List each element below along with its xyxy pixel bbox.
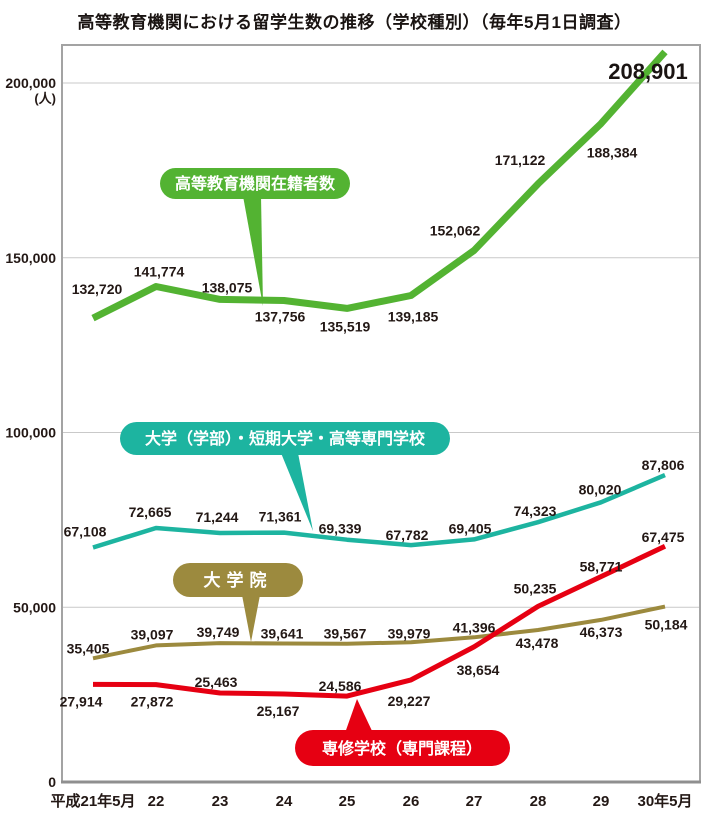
x-tick-label: 22 xyxy=(148,793,165,810)
undergrad-value-label: 87,806 xyxy=(642,457,685,473)
total-callout-label: 高等教育機関在籍者数 xyxy=(175,174,336,193)
grad-value-label: 50,184 xyxy=(645,617,688,633)
vocational-value-label: 50,235 xyxy=(514,580,557,596)
undergrad-callout-tail xyxy=(281,453,313,531)
total-value-label: 137,756 xyxy=(255,309,306,325)
vocational-callout-pill xyxy=(295,730,510,766)
x-axis-labels: 平成21年5月 22 23 24 25 26 27 28 29 30年5月 xyxy=(50,792,692,810)
undergrad-value-label: 72,665 xyxy=(129,504,172,520)
grad-value-label: 39,567 xyxy=(324,626,367,642)
x-tick-label: 24 xyxy=(276,793,293,810)
undergrad-callout-label: 大学（学部）・短期大学・高等専門学校 xyxy=(145,429,426,448)
y-tick-label: 50,000 xyxy=(13,599,56,615)
grad-series-line xyxy=(92,604,666,661)
x-tick-label: 23 xyxy=(212,793,229,810)
total-value-label: 208,901 xyxy=(608,59,688,84)
x-tick-label: 25 xyxy=(339,793,356,810)
x-tick-label: 26 xyxy=(403,793,420,810)
x-tick-label: 27 xyxy=(466,793,483,810)
y-tick-label: 0 xyxy=(48,774,56,790)
grad-callout-label: 大学院 xyxy=(204,570,273,590)
vocational-data-labels: 27,914 27,872 25,463 25,167 24,586 29,227 38,6… xyxy=(60,529,685,719)
undergrad-value-label: 80,020 xyxy=(579,481,622,497)
vocational-value-label: 67,475 xyxy=(642,529,685,545)
vocational-value-label: 38,654 xyxy=(457,662,500,678)
grad-value-label: 39,749 xyxy=(197,624,240,640)
undergrad-data-labels: 67,108 72,665 71,244 71,361 69,339 67,782 69,4… xyxy=(64,457,685,543)
x-tick-label: 平成21年5月 xyxy=(50,792,135,810)
total-value-label: 171,122 xyxy=(495,152,546,168)
undergrad-value-label: 74,323 xyxy=(514,503,557,519)
y-tick-label: 100,000 xyxy=(5,425,56,441)
x-tick-label: 29 xyxy=(593,793,610,810)
grad-value-label: 39,641 xyxy=(261,626,304,642)
vocational-value-label: 27,872 xyxy=(131,694,174,710)
undergrad-value-label: 67,108 xyxy=(64,524,107,540)
total-value-label: 138,075 xyxy=(202,279,253,295)
total-callout-pill xyxy=(160,168,350,199)
x-tick-label: 28 xyxy=(530,793,547,810)
y-tick-label: 200,000 xyxy=(5,75,56,91)
grad-callout-tail xyxy=(242,595,260,642)
grad-data-labels: 35,405 39,097 39,749 39,641 39,567 39,979 41,3… xyxy=(67,617,688,657)
grad-value-label: 35,405 xyxy=(67,640,110,656)
total-value-label: 135,519 xyxy=(320,318,371,334)
vocational-callout-tail xyxy=(345,699,373,733)
total-value-label: 152,062 xyxy=(430,223,481,239)
vocational-value-label: 27,914 xyxy=(60,693,103,709)
vocational-value-label: 29,227 xyxy=(388,693,431,709)
vocational-value-label: 58,771 xyxy=(580,559,623,575)
grad-value-label: 46,373 xyxy=(580,624,623,640)
total-value-label: 188,384 xyxy=(587,145,638,161)
undergrad-value-label: 67,782 xyxy=(386,527,429,543)
total-value-label: 139,185 xyxy=(388,309,439,325)
vocational-callout: 専修学校（専門課程） xyxy=(295,699,510,766)
undergrad-callout-pill xyxy=(120,422,450,455)
grad-value-label: 41,396 xyxy=(453,619,496,635)
vocational-value-label: 24,586 xyxy=(319,678,362,694)
chart-title: 高等教育機関における留学生数の推移（学校種別）（毎年5月1日調査） xyxy=(77,13,632,32)
undergrad-callout: 大学（学部）・短期大学・高等専門学校 xyxy=(120,422,450,531)
y-axis-labels: 200,000 150,000 100,000 50,000 0 (人) xyxy=(5,75,56,790)
x-tick-label: 30年5月 xyxy=(637,792,692,810)
grad-value-label: 39,097 xyxy=(131,626,174,642)
undergrad-value-label: 71,244 xyxy=(196,509,239,525)
grad-callout-pill xyxy=(173,563,303,597)
total-series-line xyxy=(91,49,668,322)
total-callout: 高等教育機関在籍者数 xyxy=(160,168,350,306)
total-value-label: 132,720 xyxy=(72,281,123,297)
undergrad-value-label: 69,339 xyxy=(319,521,362,537)
vocational-series-line xyxy=(92,543,667,699)
undergrad-value-label: 71,361 xyxy=(259,509,302,525)
vocational-value-label: 25,463 xyxy=(195,674,238,690)
undergrad-series-line xyxy=(92,473,666,550)
total-callout-tail xyxy=(243,196,263,306)
y-axis-unit: (人) xyxy=(34,91,56,106)
total-value-label: 141,774 xyxy=(134,264,185,280)
grad-callout: 大学院 xyxy=(173,563,303,642)
grad-value-label: 39,979 xyxy=(388,625,431,641)
y-tick-label: 150,000 xyxy=(5,250,56,266)
vocational-callout-label: 専修学校（専門課程） xyxy=(322,739,482,758)
undergrad-value-label: 69,405 xyxy=(449,520,492,536)
vocational-value-label: 25,167 xyxy=(257,703,300,719)
grad-value-label: 43,478 xyxy=(516,635,559,651)
